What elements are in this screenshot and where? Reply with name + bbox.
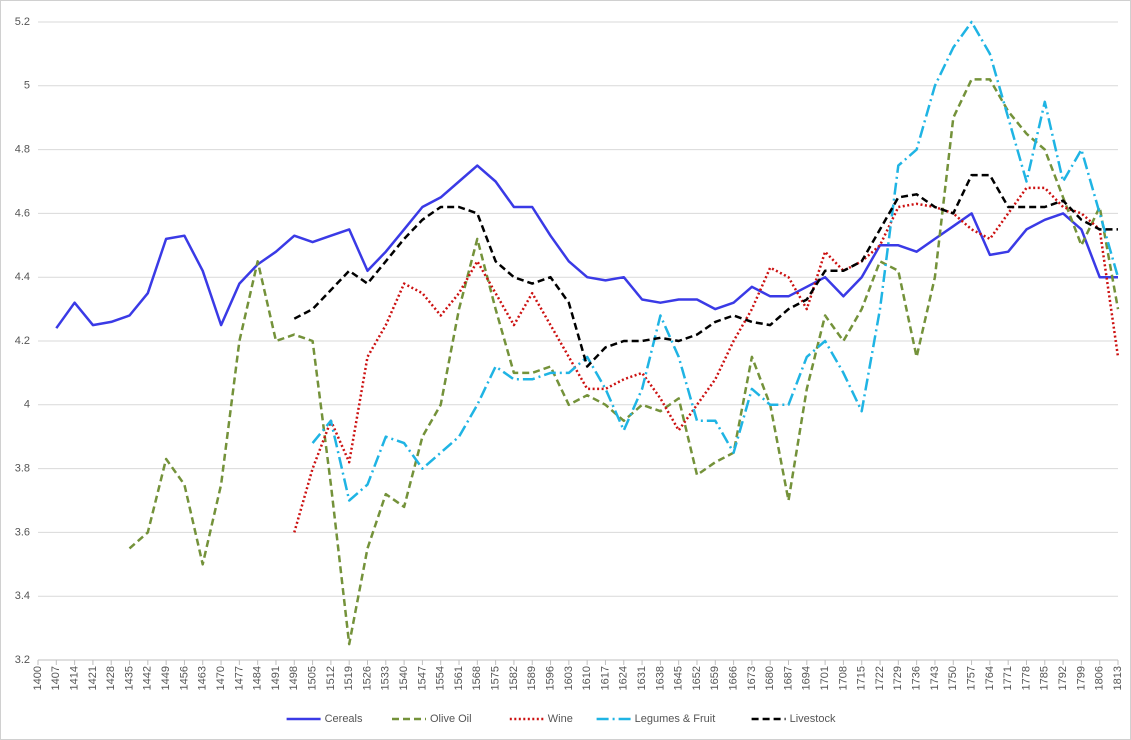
x-tick-label: 1806 [1094, 666, 1106, 690]
x-tick-label: 1575 [490, 666, 502, 690]
x-tick-label: 1498 [288, 666, 300, 690]
x-tick-label: 1631 [636, 666, 648, 690]
x-tick-label: 1470 [215, 666, 227, 690]
y-tick-label: 5 [24, 80, 30, 92]
x-tick-label: 1645 [673, 666, 685, 690]
x-tick-label: 1687 [782, 666, 794, 690]
x-tick-label: 1771 [1002, 666, 1014, 690]
x-tick-label: 1603 [563, 666, 575, 690]
x-tick-label: 1435 [123, 666, 135, 690]
x-tick-label: 1722 [874, 666, 886, 690]
x-tick-label: 1400 [32, 666, 44, 690]
x-tick-label: 1652 [691, 666, 703, 690]
y-tick-label: 3.4 [15, 590, 30, 602]
x-tick-label: 1715 [856, 666, 868, 690]
x-tick-label: 1449 [160, 666, 172, 690]
x-tick-label: 1442 [142, 666, 154, 690]
x-tick-label: 1694 [801, 666, 813, 690]
y-tick-label: 4.2 [15, 335, 30, 347]
x-tick-label: 1792 [1057, 666, 1069, 690]
x-tick-label: 1519 [343, 666, 355, 690]
x-tick-label: 1736 [911, 666, 923, 690]
line-series [293, 186, 1120, 533]
x-tick-label: 1407 [50, 666, 62, 690]
x-tick-label: 1456 [178, 666, 190, 690]
x-tick-label: 1554 [435, 666, 447, 690]
y-tick-label: 3.8 [15, 463, 30, 475]
x-tick-label: 1624 [618, 666, 630, 690]
x-tick-label: 1463 [197, 666, 209, 690]
y-tick-label: 3.6 [15, 526, 30, 538]
x-tick-label: 1750 [947, 666, 959, 690]
x-tick-label: 1701 [819, 666, 831, 690]
x-tick-label: 1799 [1075, 666, 1087, 690]
y-tick-label: 4.8 [15, 144, 30, 156]
x-tick-label: 1680 [764, 666, 776, 690]
y-tick-label: 4.6 [15, 207, 30, 219]
x-tick-label: 1638 [654, 666, 666, 690]
y-tick-label: 5.2 [15, 16, 30, 28]
x-tick-label: 1729 [892, 666, 904, 690]
x-tick-label: 1512 [325, 666, 337, 690]
x-tick-label: 1589 [526, 666, 538, 690]
legend-item: Livestock [751, 713, 836, 725]
x-tick-label: 1764 [984, 666, 996, 690]
x-tick-label: 1778 [1020, 666, 1032, 690]
x-tick-label: 1561 [453, 666, 465, 690]
legend-item: Wine [509, 713, 573, 725]
legend-label: Legumes & Fruit [635, 713, 716, 725]
legend-label: Wine [548, 713, 573, 725]
x-tick-label: 1813 [1112, 666, 1124, 690]
line-series [311, 20, 1120, 502]
legend-label: Cereals [325, 713, 363, 725]
y-tick-label: 4.4 [15, 271, 30, 283]
x-tick-label: 1421 [87, 666, 99, 690]
x-tick-label: 1533 [380, 666, 392, 690]
x-tick-label: 1477 [233, 666, 245, 690]
x-tick-label: 1568 [471, 666, 483, 690]
x-tick-label: 1414 [69, 666, 81, 690]
x-tick-label: 1708 [837, 666, 849, 690]
x-tick-label: 1491 [270, 666, 282, 690]
legend-label: Olive Oil [430, 713, 472, 725]
x-tick-label: 1428 [105, 666, 117, 690]
line-series [293, 173, 1118, 368]
x-tick-label: 1617 [599, 666, 611, 690]
legend-item: Cereals [286, 713, 363, 725]
legend-item: Legumes & Fruit [596, 713, 716, 725]
x-tick-label: 1582 [508, 666, 520, 690]
x-tick-label: 1526 [361, 666, 373, 690]
x-tick-label: 1547 [416, 666, 428, 690]
x-tick-label: 1505 [306, 666, 318, 690]
y-tick-label: 3.2 [15, 654, 30, 666]
line-series [128, 78, 1120, 646]
legend-item: Olive Oil [392, 713, 472, 725]
x-tick-label: 1666 [727, 666, 739, 690]
x-tick-label: 1596 [544, 666, 556, 690]
x-tick-label: 1673 [746, 666, 758, 690]
x-tick-label: 1757 [965, 666, 977, 690]
x-tick-label: 1610 [581, 666, 593, 690]
x-tick-label: 1540 [398, 666, 410, 690]
x-tick-label: 1785 [1039, 666, 1051, 690]
x-tick-label: 1659 [709, 666, 721, 690]
legend-label: Livestock [790, 713, 836, 725]
y-tick-label: 4 [24, 399, 30, 411]
x-tick-label: 1484 [252, 666, 264, 690]
x-tick-label: 1743 [929, 666, 941, 690]
